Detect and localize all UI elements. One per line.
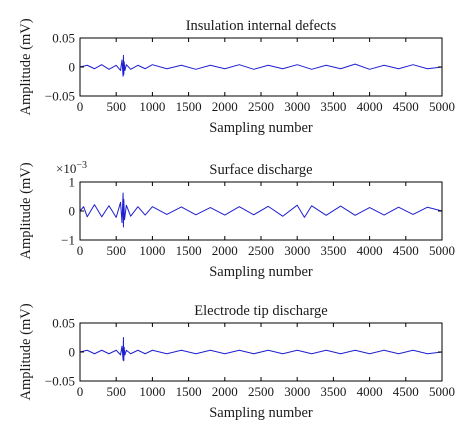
x-tick-label: 0 <box>77 99 84 114</box>
x-tick-label: 1500 <box>176 99 202 114</box>
x-axis-label: Sampling number <box>209 405 313 421</box>
y-tick-label: 0 <box>69 204 76 219</box>
x-tick-label: 0 <box>77 243 84 258</box>
y-tick-label: −1 <box>61 233 75 248</box>
x-tick-label: 0 <box>77 384 84 399</box>
chart-title: Electrode tip discharge <box>194 303 327 319</box>
x-tick-label: 4500 <box>393 99 419 114</box>
x-tick-label: 5000 <box>429 243 455 258</box>
x-axis-label: Sampling number <box>209 264 313 280</box>
x-axis-label: Sampling number <box>209 120 313 136</box>
chart-title: Insulation internal defects <box>186 18 337 34</box>
x-tick-label: 3000 <box>284 99 310 114</box>
y-axis-label: Amplitude (mV) <box>18 162 34 259</box>
x-tick-label: 5000 <box>429 384 455 399</box>
y-tick-label: 1 <box>69 175 76 190</box>
x-tick-label: 4000 <box>357 384 383 399</box>
x-tick-label: 2500 <box>248 243 274 258</box>
x-tick-label: 1000 <box>139 384 165 399</box>
x-tick-label: 3000 <box>284 384 310 399</box>
x-tick-label: 4500 <box>393 384 419 399</box>
x-tick-label: 4000 <box>357 99 383 114</box>
x-tick-label: 500 <box>106 99 126 114</box>
x-tick-label: 4500 <box>393 243 419 258</box>
x-tick-label: 3000 <box>284 243 310 258</box>
series-line <box>79 337 443 362</box>
chart-title: Surface discharge <box>209 162 312 178</box>
y-tick-label: 0 <box>69 345 76 360</box>
x-tick-label: 1500 <box>176 243 202 258</box>
y-axis-label: Amplitude (mV) <box>18 18 34 115</box>
x-tick-label: 2500 <box>248 384 274 399</box>
x-tick-label: 1500 <box>176 384 202 399</box>
x-tick-label: 1000 <box>139 243 165 258</box>
series-line <box>79 54 443 77</box>
x-tick-label: 2000 <box>212 243 238 258</box>
x-tick-label: 5000 <box>429 99 455 114</box>
x-tick-label: 2000 <box>212 384 238 399</box>
y-tick-label: 0 <box>69 60 76 75</box>
y-tick-label: −0.05 <box>45 374 75 389</box>
y-tick-label: 0.05 <box>52 31 75 46</box>
x-tick-label: 500 <box>106 243 126 258</box>
x-tick-label: 1000 <box>139 99 165 114</box>
y-axis-label: Amplitude (mV) <box>18 303 34 400</box>
x-tick-label: 3500 <box>320 384 346 399</box>
y-tick-label: −0.05 <box>45 89 75 104</box>
x-tick-label: 2500 <box>248 99 274 114</box>
x-tick-label: 4000 <box>357 243 383 258</box>
series-line <box>79 192 443 228</box>
x-tick-label: 2000 <box>212 99 238 114</box>
axis-multiplier-exponent: −3 <box>76 160 87 171</box>
x-tick-label: 3500 <box>320 243 346 258</box>
x-tick-label: 500 <box>106 384 126 399</box>
y-tick-label: 0.05 <box>52 316 75 331</box>
x-tick-label: 3500 <box>320 99 346 114</box>
